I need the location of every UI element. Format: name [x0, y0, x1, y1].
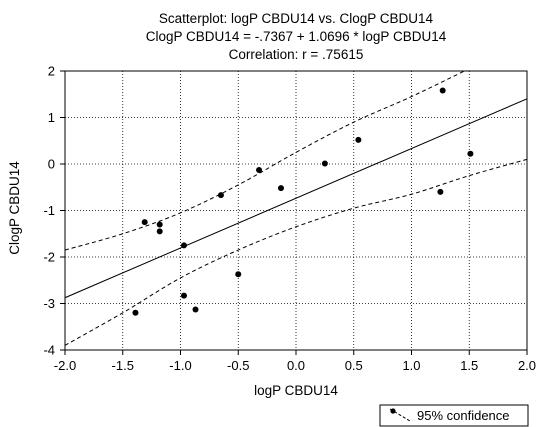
data-point: [235, 271, 242, 278]
regression-line-group: [65, 98, 527, 299]
data-point: [355, 136, 362, 143]
legend-marker-icon: [390, 408, 396, 414]
y-axis-label: ClogP CBDU14: [7, 161, 22, 255]
data-point: [132, 309, 139, 316]
x-axis-label: logP CBDU14: [254, 383, 338, 398]
x-tick-label: 1.5: [460, 358, 478, 373]
x-axis-ticks: -2.0 -1.5 -1.0 -0.5 0.0 0.5 1.0 1.5 2.0: [54, 350, 536, 373]
data-point: [156, 228, 163, 235]
x-tick-label: -0.5: [227, 358, 249, 373]
data-point: [180, 292, 187, 299]
data-point: [467, 150, 474, 157]
data-point: [217, 192, 224, 199]
x-tick-label: 1.0: [402, 358, 420, 373]
legend-box: [379, 404, 529, 427]
data-point: [180, 242, 187, 249]
data-point: [439, 87, 446, 94]
legend-dashed-line-icon: [389, 408, 411, 422]
chart-title-line-1: Scatterplot: logP CBDU14 vs. ClogP CBDU1…: [159, 11, 434, 26]
x-tick-label: 0.5: [345, 358, 363, 373]
data-point: [256, 167, 263, 174]
x-tick-label: 0.0: [287, 358, 305, 373]
y-tick-label: -1: [43, 203, 55, 218]
regression-line: [65, 98, 527, 299]
y-tick-label: -3: [43, 296, 55, 311]
data-point: [156, 221, 163, 228]
y-tick-label: -2: [43, 250, 55, 265]
y-tick-label: 2: [48, 64, 55, 79]
confidence-lower-line: [65, 158, 527, 346]
x-tick-label: -1.5: [112, 358, 134, 373]
data-point: [192, 306, 199, 313]
y-tick-label: 0: [48, 157, 55, 172]
data-point: [437, 188, 444, 195]
x-tick-label: 2.0: [518, 358, 536, 373]
y-tick-label: -4: [43, 343, 55, 358]
confidence-band: [65, 71, 527, 346]
y-axis-ticks: -4 -3 -2 -1 0 1 2: [43, 64, 65, 358]
chart-title-line-2: ClogP CBDU14 = -.7367 + 1.0696 * logP CB…: [146, 29, 447, 44]
chart-title-line-3: Correlation: r = .75615: [229, 47, 364, 62]
data-point: [277, 185, 284, 192]
x-tick-label: -2.0: [54, 358, 76, 373]
legend: 95% confidence: [379, 404, 529, 427]
data-point: [141, 219, 148, 226]
legend-label: 95% confidence: [417, 408, 510, 423]
data-point: [321, 160, 328, 167]
data-points: [132, 87, 474, 316]
confidence-upper-line: [65, 71, 466, 251]
grid-lines: [65, 71, 527, 350]
x-tick-label: -1.0: [169, 358, 191, 373]
y-tick-label: 1: [48, 110, 55, 125]
